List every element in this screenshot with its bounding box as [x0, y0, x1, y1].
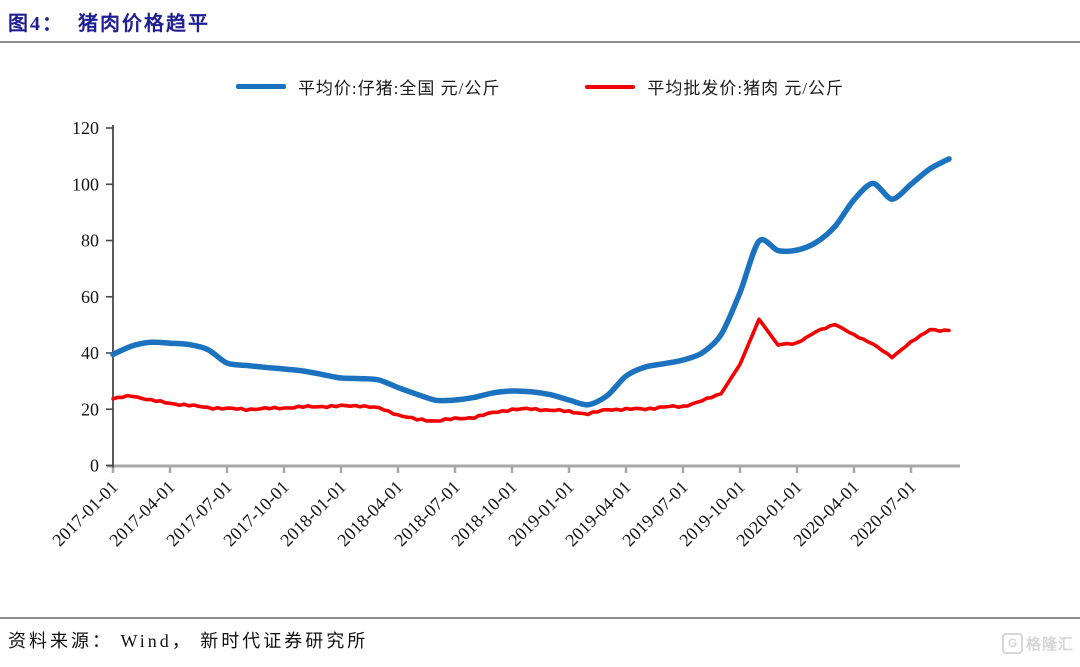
y-tick-label: 60: [81, 287, 99, 307]
series-pork-wholesale-line: [111, 317, 951, 423]
y-tick-label: 20: [81, 399, 99, 419]
gelonghui-watermark: G 格隆汇: [1001, 633, 1074, 654]
legend-item-piglet-price: 平均价:仔猪:全国 元/公斤: [235, 74, 501, 99]
gelonghui-logo-text: 格隆汇: [1025, 636, 1074, 653]
legend-item-pork-wholesale: 平均批发价:猪肉 元/公斤: [585, 74, 844, 99]
y-tick-label: 80: [81, 231, 99, 251]
gelonghui-logo-icon: G: [1001, 633, 1023, 654]
legend-label-pork-wholesale: 平均批发价:猪肉 元/公斤: [647, 79, 845, 98]
y-tick-label: 120: [72, 118, 99, 138]
page-title: 图4： 猪肉价格趋平: [8, 13, 210, 35]
y-tick-label: 40: [81, 343, 99, 363]
chart-legend: 平均价:仔猪:全国 元/公斤 平均批发价:猪肉 元/公斤: [0, 74, 1080, 99]
legend-swatch-red: [585, 84, 636, 89]
source-note: 资料来源： Wind， 新时代证券研究所: [8, 631, 369, 651]
footer-divider: [0, 617, 1080, 619]
title-divider: [0, 41, 1080, 43]
y-tick-label: 100: [72, 174, 99, 194]
series-piglet-price-line: [110, 156, 952, 408]
legend-label-piglet-price: 平均价:仔猪:全国 元/公斤: [297, 79, 501, 98]
legend-swatch-blue: [235, 84, 286, 89]
y-tick-label: 0: [90, 456, 99, 476]
